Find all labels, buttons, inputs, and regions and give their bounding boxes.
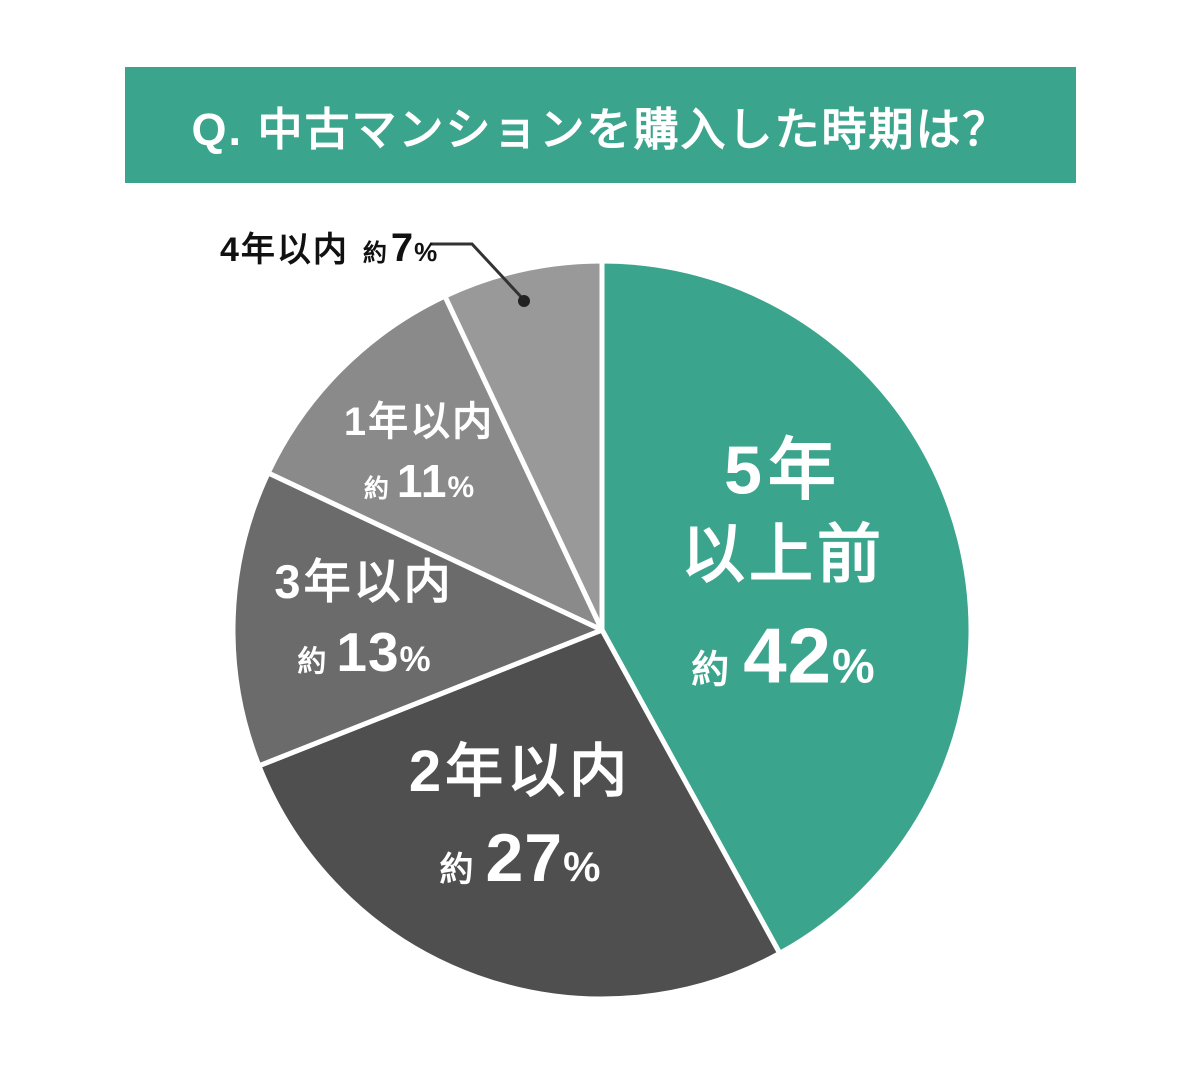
slice-label-5plus-line1: 5年 bbox=[724, 432, 842, 509]
pie-slice-within4 bbox=[442, 258, 605, 633]
percent-sign: % bbox=[399, 640, 431, 679]
percent-sign: % bbox=[414, 237, 438, 267]
slice-label-within2: 2年以内 約 27 % bbox=[409, 735, 631, 897]
slice-percent-within3: 13 bbox=[336, 621, 400, 683]
question-banner: Q. 中古マンションを購入した時期は？ bbox=[125, 67, 1076, 183]
slice-label-within1: 1年以内 約 11 % bbox=[344, 396, 494, 508]
pie-slice-within1 bbox=[265, 293, 605, 633]
slice-percent-within4: 7 bbox=[390, 226, 415, 270]
callout-group bbox=[430, 242, 530, 307]
question-title: Q. 中古マンションを購入した時期は？ bbox=[191, 103, 1010, 155]
approx-prefix: 約 bbox=[691, 649, 730, 692]
slice-label-within4-name: 4年以内 bbox=[220, 231, 349, 269]
slice-label-5plus: 5年 以上前 約 42 % bbox=[681, 429, 885, 702]
slice-label-within2-name: 2年以内 bbox=[408, 739, 632, 804]
slice-label-within3-name: 3年以内 bbox=[274, 555, 454, 608]
slice-value-within2: 約 27 % bbox=[409, 819, 631, 897]
slice-percent-within2: 27 bbox=[485, 820, 564, 896]
approx-prefix: 約 bbox=[363, 475, 389, 503]
callout-line bbox=[430, 242, 526, 302]
percent-sign: % bbox=[832, 640, 875, 694]
slice-label-within1-name: 1年以内 bbox=[343, 400, 495, 444]
slice-label-within3: 3年以内 約 13 % bbox=[274, 552, 453, 684]
slice-value-within3: 約 13 % bbox=[274, 620, 453, 684]
slice-value-5plus: 約 42 % bbox=[681, 611, 885, 702]
approx-prefix: 約 bbox=[297, 646, 327, 678]
percent-sign: % bbox=[447, 471, 475, 504]
callout-label-within4: 4年以内 約 7 % bbox=[220, 222, 437, 271]
callout-dot bbox=[518, 295, 530, 307]
pie-slice-within2 bbox=[256, 627, 783, 1002]
approx-prefix: 約 bbox=[362, 240, 387, 267]
pie-slice-5plus bbox=[599, 258, 974, 956]
slice-percent-within1: 11 bbox=[396, 455, 448, 507]
pie-slice-within3 bbox=[230, 470, 605, 769]
percent-sign: % bbox=[563, 843, 601, 890]
slice-percent-5plus: 42 bbox=[743, 611, 833, 700]
slice-label-5plus-line2: 以上前 bbox=[681, 518, 885, 591]
approx-prefix: 約 bbox=[439, 851, 474, 889]
slice-value-within1: 約 11 % bbox=[344, 454, 494, 508]
